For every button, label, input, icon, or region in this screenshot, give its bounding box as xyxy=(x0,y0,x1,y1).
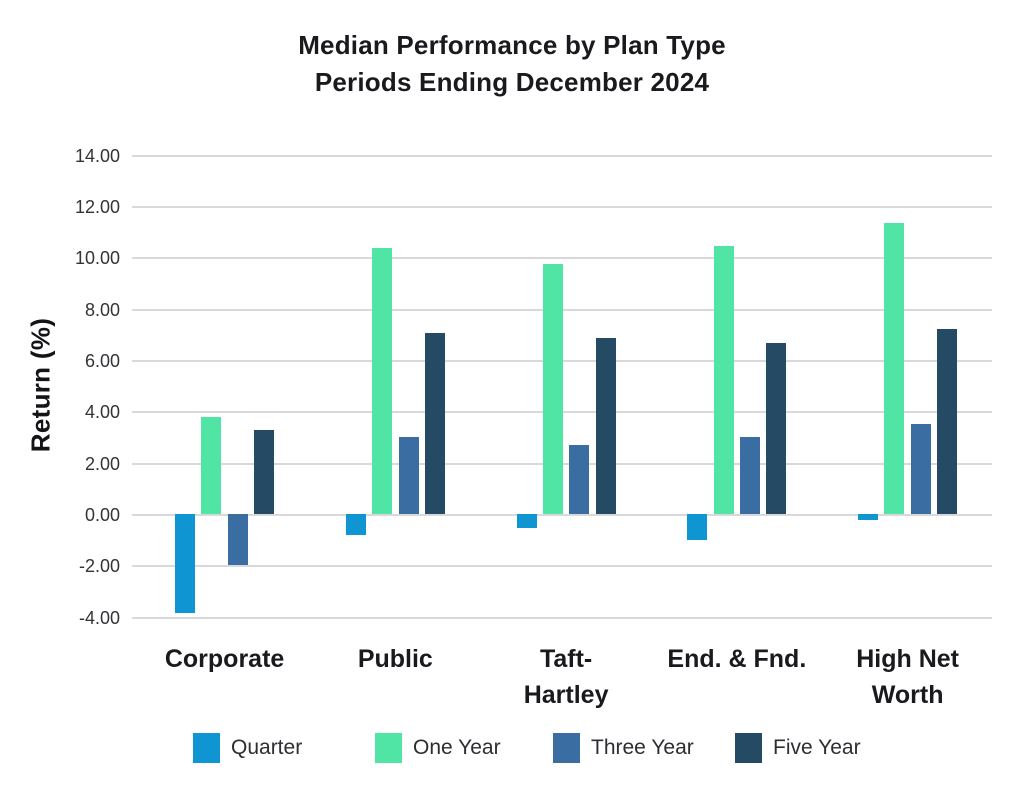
legend-swatch-one-year xyxy=(375,733,402,763)
y-tick-label-6.00: 6.00 xyxy=(84,350,120,371)
bar-three-year-end-fnd xyxy=(740,436,761,514)
y-tick-label-12.00: 12.00 xyxy=(74,196,120,217)
x-label-line: Corporate xyxy=(164,645,285,673)
x-label-high-net-worth: High Net Worth xyxy=(813,641,1003,713)
gridline-0.00 xyxy=(132,514,992,516)
legend-label-five-year: Five Year xyxy=(773,736,861,759)
x-label-line: End. & Fnd. xyxy=(667,645,807,673)
bar-quarter-taft-hartley xyxy=(516,514,537,529)
y-tick-label--2.00: -2.00 xyxy=(78,556,120,577)
y-axis-title: Return (%) xyxy=(25,317,56,453)
y-tick-label--4.00: -4.00 xyxy=(78,607,120,628)
x-label-line: Worth xyxy=(871,681,944,709)
x-label-line: High Net xyxy=(856,645,959,673)
legend-swatch-five-year xyxy=(735,733,762,763)
y-tick-label-10.00: 10.00 xyxy=(74,248,120,269)
legend-item-five-year: Five Year xyxy=(735,733,861,763)
bar-three-year-high-net-worth xyxy=(910,423,931,514)
x-label-end-fnd: End. & Fnd. xyxy=(642,641,832,677)
x-label-line: Hartley xyxy=(523,681,609,709)
y-tick-label-2.00: 2.00 xyxy=(84,453,120,474)
x-label-public: Public xyxy=(300,641,490,677)
x-label-line: Public xyxy=(357,645,433,673)
bar-five-year-high-net-worth xyxy=(937,328,958,514)
bar-five-year-taft-hartley xyxy=(595,338,616,514)
bar-quarter-end-fnd xyxy=(687,514,708,540)
bar-five-year-corporate xyxy=(254,429,275,514)
bar-one-year-taft-hartley xyxy=(542,264,563,514)
bar-quarter-public xyxy=(345,514,366,535)
legend-item-one-year: One Year xyxy=(375,733,501,763)
y-tick-label-8.00: 8.00 xyxy=(84,299,120,320)
legend-swatch-quarter xyxy=(193,733,220,763)
bar-three-year-taft-hartley xyxy=(569,445,590,514)
bar-three-year-corporate xyxy=(227,514,248,566)
x-label-line: Taft- xyxy=(539,645,593,673)
bar-quarter-corporate xyxy=(175,514,195,613)
bar-five-year-end-fnd xyxy=(766,343,787,514)
x-label-taft-hartley: Taft- Hartley xyxy=(471,641,661,713)
legend: Quarter One Year Three Year Five Year xyxy=(0,733,1024,767)
chart-title: Median Performance by Plan Type Periods … xyxy=(0,27,1024,101)
bar-one-year-high-net-worth xyxy=(884,223,905,514)
chart-title-line-2: Periods Ending December 2024 xyxy=(314,67,710,97)
legend-label-three-year: Three Year xyxy=(591,736,694,759)
bar-one-year-corporate xyxy=(201,416,222,514)
legend-label-one-year: One Year xyxy=(413,736,501,759)
x-label-corporate: Corporate xyxy=(130,641,320,677)
gridline-10.00 xyxy=(132,257,992,260)
y-tick-label-0.00: 0.00 xyxy=(84,505,120,525)
bar-five-year-public xyxy=(424,333,445,514)
bar-three-year-public xyxy=(398,436,419,514)
bar-one-year-public xyxy=(372,247,393,514)
legend-item-three-year: Three Year xyxy=(553,733,694,763)
y-tick-label-4.00: 4.00 xyxy=(84,402,120,423)
bar-quarter-high-net-worth xyxy=(858,514,878,521)
gridline-14.00 xyxy=(132,154,992,157)
legend-swatch-three-year xyxy=(553,733,580,763)
y-tick-label-14.00: 14.00 xyxy=(74,145,120,166)
gridline-12.00 xyxy=(132,205,992,208)
legend-item-quarter: Quarter xyxy=(193,733,302,763)
chart-title-line-1: Median Performance by Plan Type xyxy=(298,30,726,60)
gridline--2.00 xyxy=(132,565,992,568)
gridline--4.00 xyxy=(132,616,992,619)
legend-label-quarter: Quarter xyxy=(231,736,303,759)
bar-one-year-end-fnd xyxy=(713,245,734,514)
